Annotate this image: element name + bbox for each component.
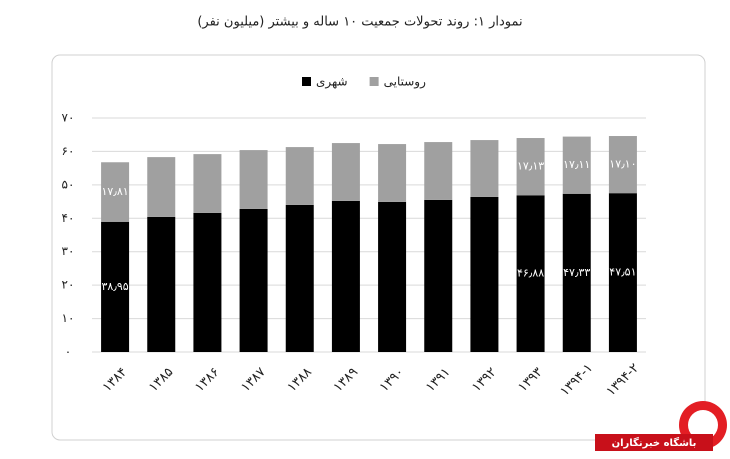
chart-title: نمودار ۱: روند تحولات جمعیت ۱۰ ساله و بی… bbox=[197, 15, 522, 30]
y-tick-label: ۵۰ bbox=[62, 177, 75, 191]
logo: باشگاه خبرنگاران bbox=[595, 401, 727, 451]
value-label: ۱۷٫۸۱ bbox=[101, 185, 128, 198]
bar-segment bbox=[562, 193, 591, 352]
bar-segment bbox=[516, 138, 545, 196]
bar-segment bbox=[331, 143, 360, 201]
legend-swatch bbox=[369, 77, 379, 86]
bar-segment bbox=[470, 140, 499, 197]
bar-segment bbox=[331, 200, 360, 352]
bar-segment bbox=[193, 154, 222, 213]
bar-segment bbox=[101, 221, 130, 352]
bar-segment bbox=[378, 144, 407, 202]
bar-segment bbox=[239, 208, 268, 352]
value-label: ۳۸٫۹۵ bbox=[101, 280, 128, 293]
bar-segment bbox=[378, 201, 407, 352]
bar-segment bbox=[608, 136, 637, 194]
y-tick-label: ۷۰ bbox=[62, 111, 75, 125]
value-label: ۴۷٫۳۳ bbox=[563, 266, 590, 279]
y-tick-label: ۳۰ bbox=[62, 244, 75, 258]
legend-label: روستایی bbox=[384, 75, 426, 90]
bar-segment bbox=[147, 216, 176, 352]
bar-segment bbox=[285, 147, 314, 205]
bar-segment bbox=[101, 162, 130, 222]
logo-inner bbox=[688, 410, 718, 440]
bar-segment bbox=[562, 136, 591, 194]
legend-swatch bbox=[302, 77, 311, 86]
y-tick-label: ۶۰ bbox=[62, 144, 75, 158]
legend-label: شهری bbox=[316, 75, 348, 90]
value-label: ۱۷٫۱۳ bbox=[517, 160, 544, 173]
bar-segment bbox=[147, 157, 176, 217]
bar-segment bbox=[239, 150, 268, 209]
bar-segment bbox=[608, 193, 637, 352]
y-tick-label: ۲۰ bbox=[62, 278, 75, 292]
logo-bar bbox=[595, 434, 713, 451]
value-label: ۱۷٫۱۱ bbox=[563, 158, 590, 171]
watermark: باشگاه خبرنگاران bbox=[612, 436, 697, 449]
bar-segment bbox=[424, 142, 453, 200]
bar-segment bbox=[424, 199, 453, 352]
value-label: ۴۶٫۸۸ bbox=[517, 267, 544, 280]
y-tick-label: ۱۰ bbox=[62, 311, 75, 325]
bar-segment bbox=[516, 195, 545, 352]
value-label: ۱۷٫۱۰ bbox=[609, 158, 636, 171]
value-label: ۴۷٫۵۱ bbox=[609, 266, 636, 279]
bar-segment bbox=[285, 204, 314, 352]
bar-segment bbox=[193, 212, 222, 352]
y-tick-label: ۰ bbox=[65, 345, 71, 359]
y-tick-label: ۴۰ bbox=[62, 211, 75, 225]
bar-segment bbox=[470, 196, 499, 352]
